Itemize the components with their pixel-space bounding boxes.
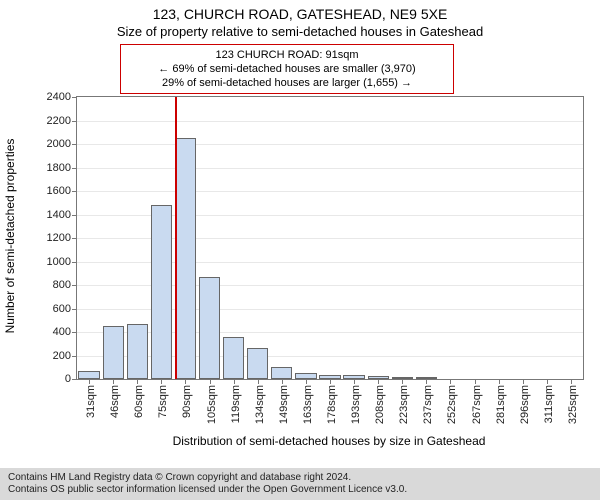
- xtick-label: 105sqm: [206, 385, 218, 424]
- xtick-label: 134sqm: [254, 385, 266, 424]
- ytick-label: 1000: [47, 256, 77, 268]
- histogram-bar: [319, 375, 340, 379]
- xtick-mark: [89, 379, 90, 384]
- annotation-box: 123 CHURCH ROAD: 91sqm ← 69% of semi-det…: [120, 44, 454, 94]
- ytick-label: 2000: [47, 138, 77, 150]
- xtick-mark: [523, 379, 524, 384]
- ytick-label: 600: [53, 303, 77, 315]
- ytick-label: 2200: [47, 115, 77, 127]
- gridline: [77, 168, 583, 169]
- xtick-label: 325sqm: [567, 385, 579, 424]
- histogram-bar: [271, 367, 292, 379]
- xtick-label: 75sqm: [157, 385, 169, 418]
- gridline: [77, 144, 583, 145]
- histogram-bar: [247, 348, 268, 379]
- ytick-label: 1600: [47, 185, 77, 197]
- xtick-mark: [185, 379, 186, 384]
- xtick-label: 193sqm: [350, 385, 362, 424]
- histogram-bar: [368, 376, 389, 379]
- reference-line: [175, 97, 177, 379]
- histogram-bar: [199, 277, 220, 379]
- histogram-bar: [175, 138, 196, 379]
- annotation-line1: 123 CHURCH ROAD: 91sqm: [127, 48, 447, 62]
- ytick-label: 1400: [47, 209, 77, 221]
- histogram-bar: [103, 326, 124, 379]
- xtick-mark: [330, 379, 331, 384]
- chart-title-line2: Size of property relative to semi-detach…: [0, 24, 600, 39]
- ytick-label: 0: [65, 373, 77, 385]
- xtick-mark: [450, 379, 451, 384]
- ytick-label: 200: [53, 350, 77, 362]
- y-axis-label: Number of semi-detached properties: [3, 126, 17, 346]
- xtick-mark: [499, 379, 500, 384]
- xtick-mark: [161, 379, 162, 384]
- xtick-label: 90sqm: [181, 385, 193, 418]
- xtick-mark: [282, 379, 283, 384]
- xtick-mark: [137, 379, 138, 384]
- plot-area: 0200400600800100012001400160018002000220…: [76, 96, 584, 380]
- footer: Contains HM Land Registry data © Crown c…: [0, 468, 600, 500]
- xtick-label: 149sqm: [278, 385, 290, 424]
- histogram-bar: [295, 373, 316, 379]
- ytick-label: 2400: [47, 91, 77, 103]
- xtick-mark: [258, 379, 259, 384]
- xtick-label: 178sqm: [326, 385, 338, 424]
- xtick-label: 208sqm: [374, 385, 386, 424]
- histogram-bar: [78, 371, 99, 379]
- x-axis-label: Distribution of semi-detached houses by …: [76, 434, 582, 448]
- xtick-mark: [354, 379, 355, 384]
- xtick-label: 252sqm: [446, 385, 458, 424]
- histogram-bar: [127, 324, 148, 379]
- xtick-label: 46sqm: [109, 385, 121, 418]
- gridline: [77, 121, 583, 122]
- xtick-label: 237sqm: [422, 385, 434, 424]
- xtick-mark: [306, 379, 307, 384]
- histogram-bar: [223, 337, 244, 379]
- xtick-label: 281sqm: [495, 385, 507, 424]
- xtick-mark: [475, 379, 476, 384]
- xtick-mark: [547, 379, 548, 384]
- xtick-label: 163sqm: [302, 385, 314, 424]
- histogram-bar: [416, 377, 437, 379]
- annotation-line3: 29% of semi-detached houses are larger (…: [127, 76, 447, 90]
- annotation-line2: ← 69% of semi-detached houses are smalle…: [127, 62, 447, 76]
- xtick-mark: [402, 379, 403, 384]
- ytick-label: 400: [53, 326, 77, 338]
- xtick-mark: [378, 379, 379, 384]
- xtick-label: 119sqm: [230, 385, 242, 423]
- chart-container: 123, CHURCH ROAD, GATESHEAD, NE9 5XE Siz…: [0, 0, 600, 500]
- xtick-label: 60sqm: [133, 385, 145, 418]
- xtick-mark: [571, 379, 572, 384]
- xtick-mark: [426, 379, 427, 384]
- footer-line1: Contains HM Land Registry data © Crown c…: [8, 472, 592, 484]
- ytick-label: 1800: [47, 162, 77, 174]
- ytick-label: 1200: [47, 232, 77, 244]
- xtick-mark: [113, 379, 114, 384]
- xtick-label: 31sqm: [85, 385, 97, 418]
- histogram-bar: [343, 375, 364, 379]
- xtick-mark: [210, 379, 211, 384]
- xtick-label: 267sqm: [471, 385, 483, 424]
- footer-line2: Contains OS public sector information li…: [8, 484, 592, 496]
- xtick-label: 223sqm: [398, 385, 410, 424]
- gridline: [77, 191, 583, 192]
- xtick-mark: [234, 379, 235, 384]
- xtick-label: 296sqm: [519, 385, 531, 424]
- histogram-bar: [151, 205, 172, 379]
- histogram-bar: [392, 377, 413, 379]
- chart-title-line1: 123, CHURCH ROAD, GATESHEAD, NE9 5XE: [0, 6, 600, 22]
- ytick-label: 800: [53, 279, 77, 291]
- xtick-label: 311sqm: [543, 385, 555, 423]
